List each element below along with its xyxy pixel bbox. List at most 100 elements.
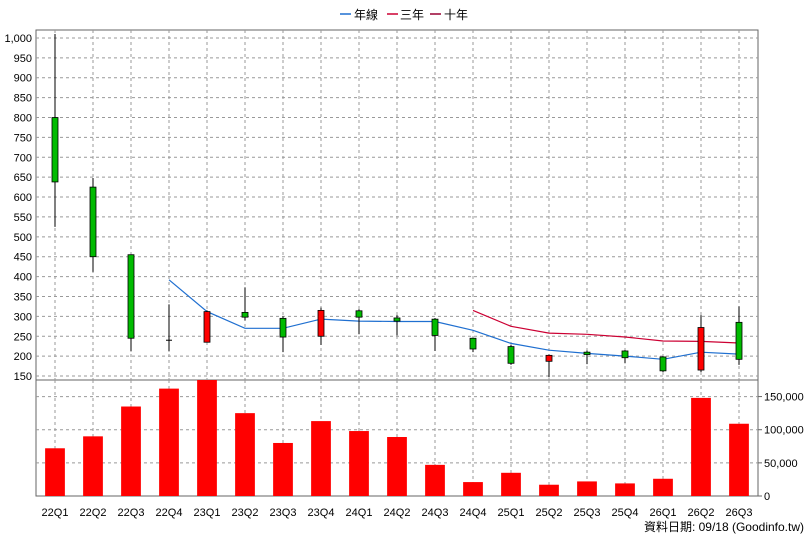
- volume-bar: [463, 482, 483, 496]
- volume-bar: [387, 437, 407, 496]
- candle-body: [621, 350, 629, 359]
- candle-body: [279, 317, 287, 338]
- x-tick-label: 24Q1: [346, 507, 373, 519]
- candle: [166, 304, 172, 352]
- candle-body: [697, 327, 705, 371]
- x-tick-label: 25Q3: [574, 507, 601, 519]
- x-tick-label: 22Q4: [156, 507, 183, 519]
- candle: [697, 315, 705, 373]
- price-tick-label: 400: [14, 272, 32, 284]
- volume-bar: [83, 436, 103, 496]
- candle: [355, 309, 363, 335]
- price-tick-label: 800: [14, 113, 32, 125]
- x-tick-label: 25Q1: [498, 507, 525, 519]
- candle: [735, 306, 743, 365]
- candle: [279, 316, 287, 353]
- price-tick-label: 650: [14, 172, 32, 184]
- volume-bar: [425, 464, 445, 496]
- volume-tick-label: 50,000: [764, 458, 798, 470]
- candle: [317, 307, 325, 345]
- volume-bar: [501, 472, 521, 496]
- price-tick-label: 750: [14, 132, 32, 144]
- candle-body: [203, 311, 211, 343]
- candle-body: [659, 356, 667, 372]
- volume-bar: [45, 448, 65, 496]
- price-tick-label: 500: [14, 232, 32, 244]
- candle: [507, 345, 515, 365]
- ma-line-年線: [168, 279, 740, 360]
- candle-body: [469, 337, 477, 350]
- x-tick-label: 25Q2: [536, 507, 563, 519]
- price-tick-label: 150: [14, 371, 32, 383]
- candle-body: [89, 186, 97, 258]
- candle: [203, 310, 211, 343]
- candle: [469, 337, 477, 353]
- candle-body: [241, 311, 249, 318]
- x-tick-label: 26Q1: [650, 507, 677, 519]
- volume-bar: [729, 423, 749, 496]
- candle: [659, 356, 667, 373]
- price-grid: [36, 30, 758, 380]
- candle: [621, 350, 629, 364]
- volume-bar: [197, 380, 217, 496]
- price-tick-label: 200: [14, 351, 32, 363]
- candle-body: [735, 321, 743, 360]
- candle-body: [393, 317, 401, 322]
- price-tick-label: 600: [14, 192, 32, 204]
- x-tick-label: 23Q4: [308, 507, 335, 519]
- moving-average-lines: [168, 279, 740, 360]
- price-tick-label: 300: [14, 311, 32, 323]
- volume-bar: [273, 442, 293, 496]
- volume-bar: [121, 406, 141, 496]
- x-tick-label: 23Q2: [232, 507, 259, 519]
- volume-tick-label: 0: [764, 491, 770, 503]
- price-tick-label: 900: [14, 73, 32, 85]
- candle-body: [545, 354, 553, 362]
- volume-bar: [235, 413, 255, 496]
- volume-bar: [349, 431, 369, 496]
- candle-body: [51, 117, 59, 183]
- price-tick-label: 700: [14, 152, 32, 164]
- x-tick-label: 23Q1: [194, 507, 221, 519]
- volume-bar: [653, 478, 673, 496]
- candle: [393, 315, 401, 336]
- volume-bar: [691, 397, 711, 496]
- candle: [127, 254, 135, 352]
- price-tick-label: 1,000: [4, 33, 32, 45]
- volume-bars: [45, 380, 749, 496]
- legend-label-three-year: 三年: [400, 8, 424, 22]
- volume-bar: [159, 388, 179, 496]
- legend-label-year-line: 年線: [354, 7, 378, 22]
- x-tick-label: 24Q4: [460, 507, 487, 519]
- candle-body: [507, 346, 515, 364]
- x-tick-label: 26Q2: [688, 507, 715, 519]
- price-tick-label: 850: [14, 93, 32, 105]
- x-tick-label: 22Q3: [118, 507, 145, 519]
- candle-body: [355, 310, 363, 318]
- price-tick-label: 250: [14, 331, 32, 343]
- x-tick-label: 24Q2: [384, 507, 411, 519]
- price-tick-label: 950: [14, 53, 32, 65]
- price-tick-label: 450: [14, 252, 32, 264]
- x-tick-label: 24Q3: [422, 507, 449, 519]
- candle: [545, 354, 553, 378]
- candle: [431, 317, 439, 351]
- candle: [89, 177, 97, 272]
- volume-axis: 0 50,000 100,000 150,000: [758, 392, 804, 503]
- volume-bar: [311, 421, 331, 496]
- legend-label-ten-year: 十年: [444, 8, 468, 22]
- price-tick-label: 350: [14, 291, 32, 303]
- x-tick-label: 25Q4: [612, 507, 639, 519]
- volume-bar: [577, 481, 597, 496]
- candle: [241, 287, 249, 321]
- candle-body: [431, 318, 439, 336]
- legend: 年線 三年 十年: [340, 7, 468, 22]
- volume-bar: [615, 483, 635, 496]
- candlesticks: [51, 33, 743, 378]
- price-axis: 150 200 250 300 350 400 450 500 550 600 650 700 750 8…: [4, 33, 32, 383]
- x-tick-label: 26Q3: [726, 507, 753, 519]
- volume-bar: [539, 484, 559, 496]
- candle: [583, 350, 591, 365]
- candle-body: [127, 254, 135, 339]
